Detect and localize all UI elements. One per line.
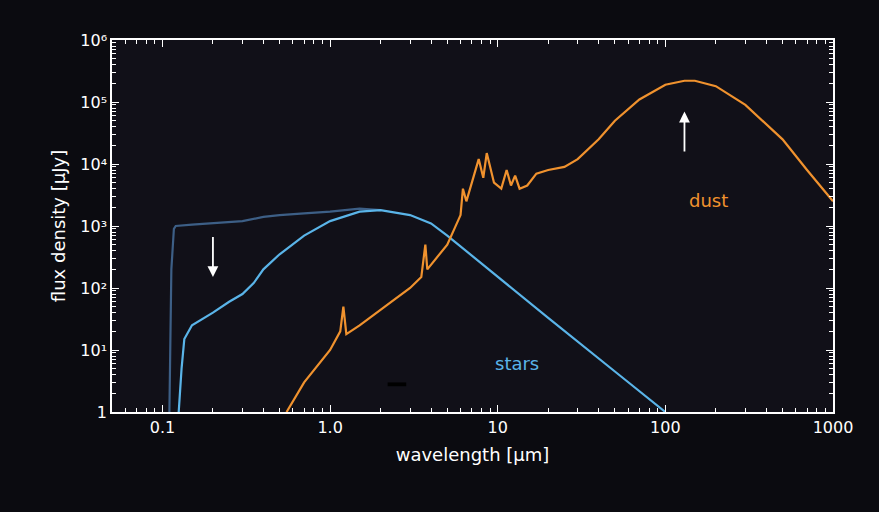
svg-text:10⁶: 10⁶ [80,31,107,50]
svg-text:1: 1 [97,403,107,422]
svg-text:dust: dust [689,190,728,211]
svg-text:1.0: 1.0 [317,418,342,437]
svg-text:10: 10 [488,418,508,437]
svg-text:100: 100 [650,418,681,437]
svg-text:10⁴: 10⁴ [80,155,107,174]
svg-text:flux density [µJy]: flux density [µJy] [48,150,69,302]
svg-text:wavelength [µm]: wavelength [µm] [396,444,550,465]
svg-text:0.1: 0.1 [150,418,175,437]
svg-text:1000: 1000 [813,418,854,437]
svg-text:10³: 10³ [80,217,107,236]
svg-text:10¹: 10¹ [80,341,107,360]
svg-text:10⁵: 10⁵ [80,93,107,112]
svg-text:stars: stars [495,353,539,374]
svg-text:10²: 10² [80,279,107,298]
